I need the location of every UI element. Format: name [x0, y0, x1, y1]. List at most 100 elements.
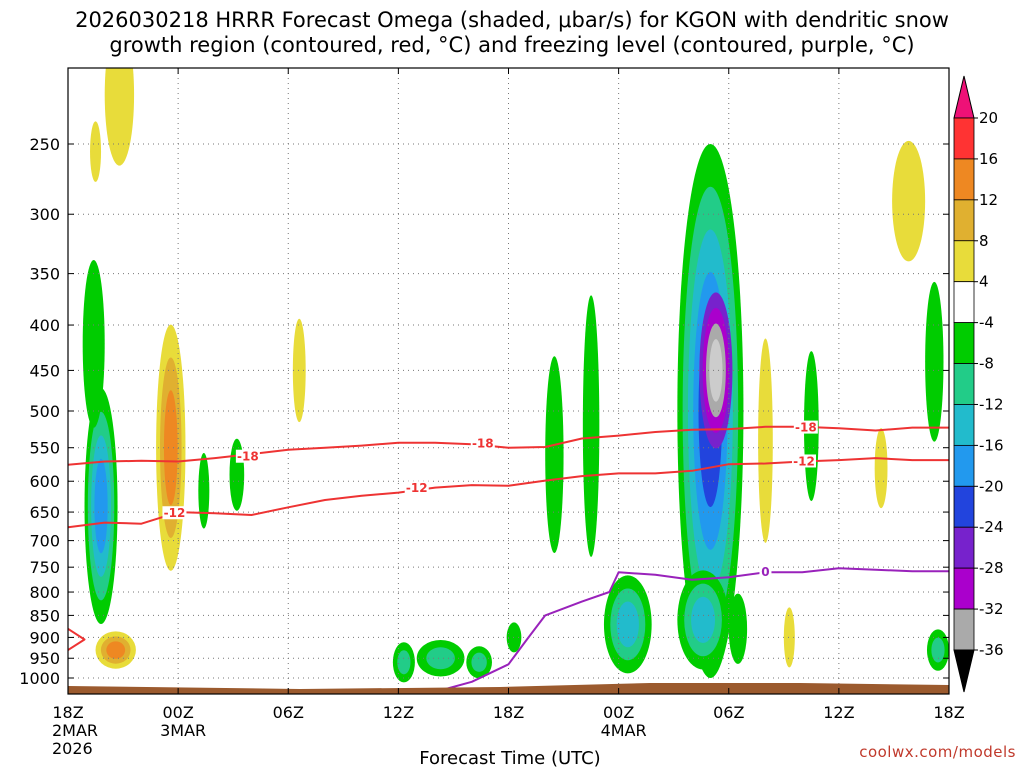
dgz-label-bg-1-1 — [404, 481, 429, 495]
omega-blob-5-level-2 — [163, 390, 178, 506]
colorbar-bin-0 — [953, 117, 975, 160]
omega-blob-14-level-0 — [582, 295, 600, 557]
y-tick-label-900: 900 — [29, 628, 60, 647]
credit-link[interactable]: coolwx.com/models — [859, 743, 1016, 761]
colorbar-bin-3 — [953, 240, 975, 283]
colorbar-bin-9 — [953, 485, 975, 528]
x-tick-label-0: 18Z — [52, 703, 83, 722]
colorbar-bin-5 — [953, 322, 975, 364]
omega-blob-0-level-3 — [94, 458, 108, 554]
chart-title-line2: growth region (contoured, red, °C) and f… — [109, 33, 915, 57]
colorbar-bin-1 — [953, 158, 975, 201]
y-tick-label-550: 550 — [29, 439, 60, 458]
y-tick-label-350: 350 — [29, 265, 60, 284]
dgz-label-0-1: -18 — [472, 436, 494, 450]
x-tick-label-18: 12Z — [383, 703, 414, 722]
plot-area — [68, 68, 949, 694]
y-tick-label-950: 950 — [29, 649, 60, 668]
plot-background — [68, 68, 949, 694]
colorbar-top-arrow — [953, 75, 975, 119]
colorbar-label-4: 4 — [979, 273, 989, 291]
omega-blob-18-level-2 — [691, 596, 716, 644]
y-tick-label-600: 600 — [29, 472, 60, 491]
colorbar-bin-6 — [953, 363, 975, 405]
omega-blob-12-level-0 — [506, 622, 522, 653]
omega-blob-6-level-0 — [198, 453, 210, 529]
y-axis-ticks: 250 300 350 400 450 500 550 600 650 700 750 800 850 9… — [19, 135, 949, 688]
colorbar-bin-11 — [953, 567, 975, 610]
y-tick-label-400: 400 — [29, 316, 60, 335]
omega-blob-23-level-0 — [892, 140, 926, 262]
omega-blob-13-level-0 — [545, 356, 564, 554]
colorbar-label-8: -16 — [979, 436, 1004, 454]
colorbar-label-9: -20 — [979, 477, 1004, 495]
y-tick-label-500: 500 — [29, 402, 60, 421]
colorbar-label-10: -24 — [979, 518, 1004, 536]
omega-colorbar: 20 16 12 8 4 -4 -8 -12 -16 -20 -24 -28 -32 -36 — [953, 75, 1004, 693]
dgz-label-bg-1-2 — [792, 454, 817, 468]
y-tick-label-300: 300 — [29, 205, 60, 224]
x-tick-year-0: 2026 — [52, 739, 93, 758]
omega-blob-2-level-2 — [106, 641, 126, 659]
chart-title: 2026030218 HRRR Forecast Omega (shaded, … — [0, 8, 1024, 58]
x-tick-label-30: 00Z — [603, 703, 634, 722]
omega-blob-9-level-1 — [397, 650, 411, 675]
x-tick-label-24: 18Z — [493, 703, 524, 722]
x-tick-label-36: 06Z — [713, 703, 744, 722]
colorbar-bin-4 — [953, 281, 975, 324]
omega-blob-10-level-1 — [426, 647, 455, 670]
freezing-level-line — [444, 567, 949, 691]
colorbar-bin-7 — [953, 404, 975, 446]
y-tick-label-750: 750 — [29, 558, 60, 577]
y-tick-label-450: 450 — [29, 361, 60, 380]
colorbar-label-6: -8 — [979, 355, 994, 373]
dgz-label-bg-1-0 — [162, 506, 187, 520]
omega-blob-8-level-0 — [292, 318, 306, 423]
colorbar-label-12: -32 — [979, 600, 1004, 618]
x-tick-date-6: 3MAR — [160, 721, 206, 740]
omega-blob-21-level-0 — [783, 607, 795, 668]
colorbar-bin-10 — [953, 526, 975, 569]
x-tick-date-0: 2MAR — [52, 721, 98, 740]
colorbar-label-11: -28 — [979, 559, 1004, 577]
x-tick-label-48: 18Z — [933, 703, 964, 722]
omega-blob-1-level-0 — [82, 259, 105, 428]
omega-blob-25-level-0 — [925, 281, 944, 442]
colorbar-bin-2 — [953, 199, 975, 242]
chart-title-line1: 2026030218 HRRR Forecast Omega (shaded, … — [75, 8, 949, 32]
colorbar-label-0: 20 — [979, 109, 998, 127]
colorbar-label-5: -4 — [979, 314, 994, 332]
freezing-level-label: 0 — [761, 565, 769, 579]
colorbar-label-13: -36 — [979, 641, 1004, 659]
dgz-label-bg-0-1 — [470, 436, 495, 450]
y-tick-label-250: 250 — [29, 135, 60, 154]
y-tick-label-650: 650 — [29, 503, 60, 522]
x-tick-label-42: 12Z — [823, 703, 854, 722]
omega-blob-19-level-0 — [728, 593, 748, 664]
omega-blob-20-level-0 — [758, 338, 773, 543]
x-axis-label: Forecast Time (UTC) — [419, 748, 600, 768]
x-tick-label-12: 06Z — [273, 703, 304, 722]
colorbar-bin-8 — [953, 444, 975, 487]
freezing-label-bg — [759, 564, 772, 578]
y-tick-label-700: 700 — [29, 532, 60, 551]
y-tick-label-800: 800 — [29, 583, 60, 602]
dgz-label-1-0: -12 — [164, 506, 186, 520]
omega-blob-26-level-1 — [931, 637, 945, 663]
colorbar-bin-12 — [953, 608, 975, 651]
colorbar-label-2: 12 — [979, 191, 998, 209]
colorbar-label-1: 16 — [979, 150, 998, 168]
colorbar-bottom-arrow — [953, 649, 975, 693]
y-tick-label-1000: 1000 — [19, 669, 60, 688]
omega-blob-4-level-0 — [90, 121, 102, 182]
x-tick-date-30: 4MAR — [601, 721, 647, 740]
dgz-label-bg-0-0 — [235, 449, 260, 463]
colorbar-label-7: -12 — [979, 395, 1004, 413]
colorbar-label-3: 8 — [979, 232, 989, 250]
dgz-contours: -18 -18 -18 -12 -12 -12 0 — [68, 420, 949, 691]
omega-blob-11-level-1 — [471, 652, 487, 672]
dgz-label-0-0: -18 — [237, 450, 259, 464]
dgz-contour-2-line — [68, 627, 86, 651]
